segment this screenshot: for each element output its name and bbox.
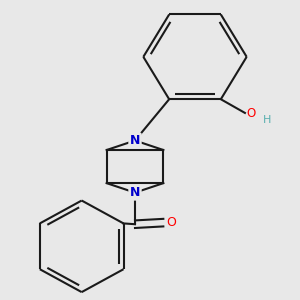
Text: N: N <box>130 186 140 199</box>
Text: H: H <box>263 115 272 125</box>
Text: O: O <box>166 216 176 229</box>
Text: O: O <box>247 107 256 120</box>
Text: N: N <box>130 134 140 147</box>
